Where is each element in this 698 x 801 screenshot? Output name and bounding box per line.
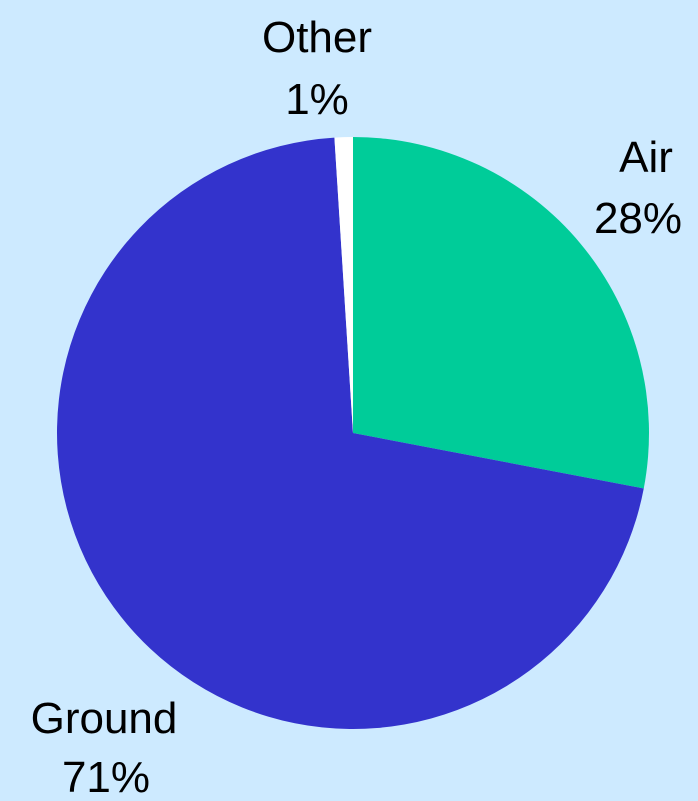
pie-slices [56,137,649,729]
slice-label-other-pct: 1% [285,75,349,124]
slice-label-ground-pct: 71% [62,753,150,801]
slice-label-air-name: Air [619,133,673,182]
pie-slice-ground [56,137,644,729]
slice-label-ground-name: Ground [31,694,178,743]
slice-label-air-pct: 28% [594,194,682,243]
pie-labels: Air 28% Ground 71% Other 1% [31,13,682,801]
pie-slice-air [353,137,649,489]
pie-slice-other [334,137,353,433]
slice-label-other-name: Other [262,13,372,62]
